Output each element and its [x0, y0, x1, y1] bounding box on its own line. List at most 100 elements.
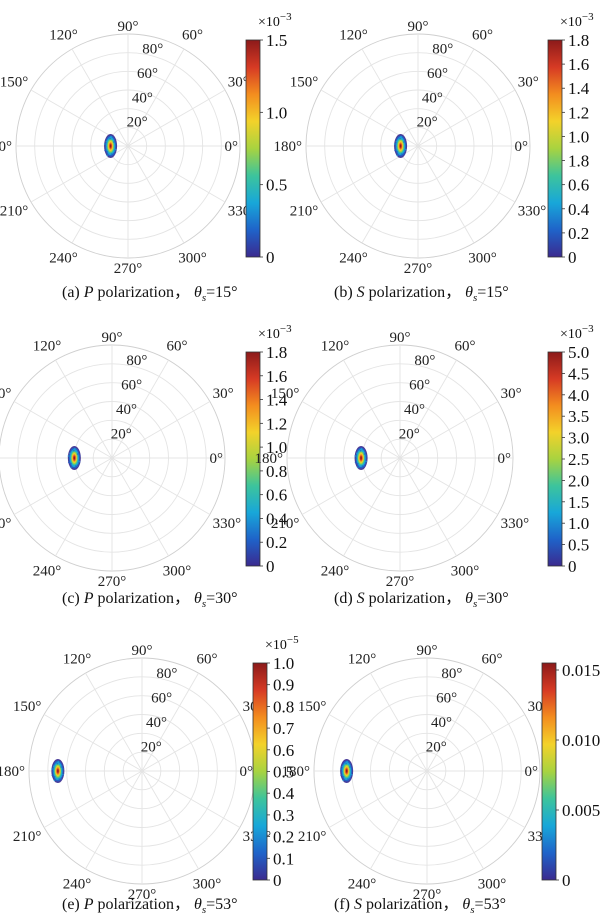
exponent-power: −3	[280, 323, 292, 335]
polar-grid	[0, 344, 226, 572]
hotspot-speckle	[73, 449, 75, 452]
caption-part: =30°	[477, 590, 508, 607]
caption-part: θ	[462, 896, 470, 913]
angle-label: 60°	[455, 338, 476, 354]
angle-label: 0°	[225, 139, 239, 155]
angle-label: 300°	[451, 564, 480, 580]
panel-caption: (e) P polarization， θs=53°	[62, 896, 238, 915]
angle-label: 300°	[468, 251, 497, 267]
colorbar-bar	[547, 39, 563, 258]
hotspot-speckle	[52, 770, 54, 773]
colorbar-tick-label: 1.5	[266, 31, 287, 50]
grid-spoke	[43, 714, 143, 772]
colorbar-tick-label: 0.3	[273, 806, 294, 825]
polar-grid	[305, 33, 531, 259]
hotspot-speckle	[340, 774, 342, 777]
colorbar-tick-label: 0.5	[568, 536, 589, 555]
grid-spoke	[301, 457, 401, 515]
angle-label: 0°	[498, 451, 512, 467]
colorbar-tick-label: 0.010	[562, 731, 600, 750]
exponent-power: −3	[582, 323, 594, 335]
colorbar-tick-label: 0.2	[266, 533, 287, 552]
caption-part: θ	[194, 896, 202, 913]
exponent-power: −3	[582, 11, 594, 23]
angle-label: 180°	[0, 764, 25, 780]
radial-label: 20°	[141, 739, 162, 755]
radial-label: 40°	[431, 715, 452, 731]
radial-label: 80°	[441, 666, 462, 682]
colorbar-tick-label: 0	[568, 248, 577, 267]
colorbar-tick-label: 0	[266, 557, 275, 576]
colorbar-exponent: ×10−3	[560, 323, 594, 342]
radial-labels: 20° 40° 60° 80°	[399, 353, 436, 443]
hotspot-speckle	[62, 767, 65, 770]
hotspot-speckle	[70, 466, 72, 469]
caption-part: =15°	[477, 284, 508, 301]
caption-part: S	[357, 284, 365, 301]
hotspot-speckle	[346, 760, 348, 763]
hotspot-speckle	[56, 762, 59, 765]
colorbar-tick-label: 0.5	[266, 176, 287, 195]
hotspot-speckle	[355, 457, 357, 460]
hotspot-speckle	[363, 453, 366, 455]
hotspot-speckle	[51, 774, 54, 777]
colorbar-tick-label: 3.0	[568, 429, 589, 448]
caption-part: =30°	[206, 590, 237, 607]
angle-label: 90°	[132, 643, 153, 659]
hotspot-speckle	[69, 452, 71, 455]
radial-label: 80°	[414, 353, 435, 369]
hotspot-level	[57, 769, 59, 773]
colorbar-tick-label: 1.6	[568, 55, 589, 74]
grid-spoke	[399, 401, 499, 459]
colorbar: 0 0.5 1.0 1.5×10−3	[245, 11, 292, 267]
hotspot-speckle	[71, 448, 73, 451]
colorbar: 0 0.1 0.2 0.3 0.4 0.5 0.6 0.7 0.8 0.9 1.0×10−5	[252, 634, 299, 890]
grid-spoke	[71, 48, 129, 147]
grid-spoke	[127, 145, 226, 203]
panel-caption: (d) S polarization， θs=30°	[334, 590, 509, 610]
angle-label: 210°	[0, 516, 11, 532]
panel-caption: (c) P polarization， θs=30°	[62, 590, 238, 610]
radial-label: 20°	[111, 426, 132, 442]
hotspot-speckle	[77, 457, 79, 459]
hotspot-speckle	[395, 140, 398, 143]
colorbar-tick-label: 0.7	[273, 719, 295, 738]
hotspot-speckle	[401, 138, 404, 141]
colorbar-tick-label: 1.2	[568, 103, 589, 122]
colorbar-tick-label: 1.6	[266, 367, 287, 386]
angle-label: 180°	[255, 451, 284, 467]
exponent-base: ×10	[265, 638, 287, 653]
colorbar-tick-label: 0.6	[266, 486, 287, 505]
radial-label: 40°	[404, 402, 425, 418]
panel-caption: (a) P polarization， θs=15°	[62, 284, 238, 304]
angle-label: 30°	[228, 75, 249, 91]
hotspot-speckle	[110, 135, 112, 138]
hotspot-speckle	[103, 143, 106, 145]
hotspot-speckle	[355, 452, 358, 455]
grid-spoke	[399, 359, 457, 459]
colorbar-tick-label: 0.8	[266, 462, 287, 481]
angle-label: 30°	[501, 386, 522, 402]
angle-label: 120°	[33, 338, 62, 354]
caption-part: polarization，	[94, 284, 194, 301]
chart-f: 0°30°60°90°120°150°180°210°240°270°300°3…	[282, 643, 601, 915]
hotspot-speckle	[349, 770, 352, 772]
hotspot-speckle	[356, 466, 359, 469]
grid-spoke	[399, 457, 457, 557]
angle-label: 150°	[298, 699, 327, 715]
hotspot-speckle	[62, 773, 64, 776]
hotspot-speckle	[403, 153, 405, 156]
polar-grid	[28, 657, 256, 885]
caption-part: (e)	[62, 896, 84, 913]
caption-part: polarization，	[362, 896, 462, 913]
hotspot-speckle	[349, 766, 351, 768]
hotspot-speckle	[57, 760, 60, 763]
hotspot-speckle	[354, 461, 357, 464]
angle-label: 210°	[290, 204, 319, 220]
caption-part: polarization，	[365, 284, 465, 301]
angle-label: 150°	[0, 386, 11, 402]
colorbar-exponent: ×10−3	[258, 323, 292, 342]
radial-label: 20°	[399, 426, 420, 442]
colorbar-tick-label: 0.4	[273, 784, 295, 803]
hotspot-level	[360, 456, 362, 460]
